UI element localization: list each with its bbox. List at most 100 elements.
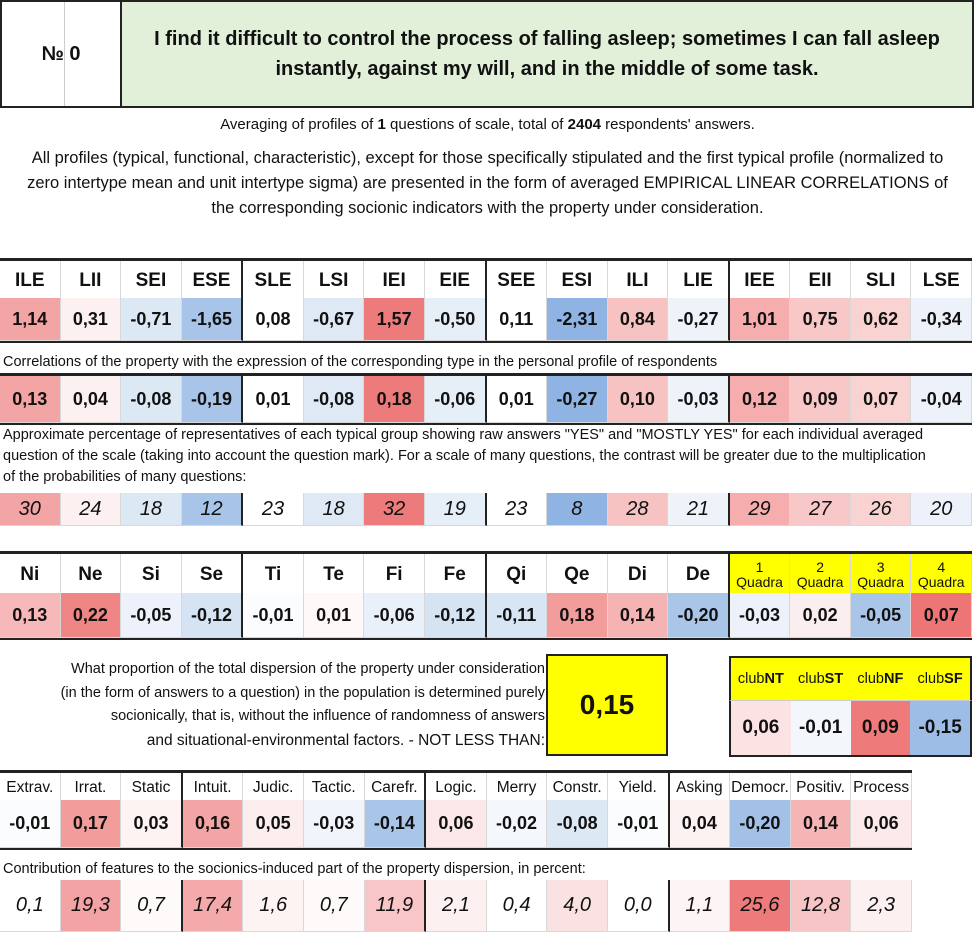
summary-questions: 1 [377, 116, 386, 133]
feature-header-5: Tactic. [303, 773, 365, 803]
type-header-11: LIE [668, 261, 730, 301]
function-value-5: 0,01 [303, 593, 365, 638]
feature-contrib-4: 1,6 [243, 880, 304, 932]
features-value-row: -0,01 0,17 0,03 0,16 0,05 -0,03 -0,14 0,06 -0,02… [0, 800, 912, 850]
question-title-box: I find it difficult to control the proce… [122, 0, 974, 108]
club-name: ST [824, 671, 844, 687]
club-name: NT [764, 671, 784, 687]
types-corr-row: 0,13 0,04 -0,08 -0,19 0,01 -0,08 0,18 -0,06 0,01… [0, 373, 972, 425]
features-contrib-row: 0,1 19,3 0,7 17,4 1,6 0,7 11,9 2,1 0,4 4,0 0,0 1,1 2… [0, 880, 912, 932]
feature-header-0: Extrav. [0, 773, 61, 803]
feature-contrib-2: 0,7 [121, 880, 183, 932]
feature-value-7: 0,06 [426, 800, 487, 848]
type-profile-value-9: -2,31 [547, 298, 608, 341]
feature-value-9: -0,08 [547, 800, 608, 848]
function-header-5: Te [303, 554, 365, 596]
types-pct-row: 30 24 18 12 23 18 32 19 23 8 28 21 29 27 26 20 [0, 493, 972, 526]
type-profile-value-12: 1,01 [729, 298, 791, 341]
type-header-13: EII [790, 261, 851, 301]
quadra-number: 3 [876, 558, 885, 575]
quadra-number: 2 [816, 558, 824, 575]
type-pct-value-13: 27 [790, 493, 851, 526]
type-corr-value-15: -0,04 [911, 376, 972, 423]
type-profile-value-8: 0,11 [486, 298, 548, 341]
function-header-9: Qe [547, 554, 608, 596]
type-profile-value-5: -0,67 [303, 298, 365, 341]
club-header-0: club NT [731, 658, 791, 700]
question-title: I find it difficult to control the proce… [154, 28, 940, 80]
type-profile-value-14: 0,62 [850, 298, 912, 341]
type-header-1: LII [60, 261, 122, 301]
contrib-note: Contribution of features to the socionic… [3, 861, 586, 877]
feature-value-5: -0,03 [303, 800, 365, 848]
feature-header-10: Yield. [607, 773, 670, 803]
feature-value-0: -0,01 [0, 800, 61, 848]
club-header-3: club SF [910, 658, 970, 700]
quadra-header-1: 2 Quadra [790, 554, 851, 596]
feature-contrib-11: 1,1 [669, 880, 731, 932]
club-name: NF [884, 671, 904, 687]
type-corr-value-9: -0,27 [547, 376, 608, 423]
club-value-2: 0,09 [850, 701, 911, 755]
type-corr-value-0: 0,13 [0, 376, 61, 423]
club-prefix: club [798, 671, 825, 687]
type-corr-value-3: -0,19 [181, 376, 244, 423]
feature-value-11: 0,04 [669, 800, 731, 848]
type-pct-value-10: 28 [607, 493, 669, 526]
quadra-label: Quadra [736, 573, 783, 590]
quadra-header-0: 1 Quadra [729, 554, 791, 596]
function-header-1: Ne [60, 554, 122, 596]
club-header-2: club NF [851, 658, 911, 700]
feature-contrib-5: 0,7 [303, 880, 365, 932]
feature-contrib-1: 19,3 [60, 880, 122, 932]
quadra-value-1: 0,02 [790, 593, 851, 638]
clubs-header: club NT club ST club NF club SF [729, 656, 972, 700]
pct-note: Approximate percentage of representative… [3, 427, 926, 485]
function-header-4: Ti [243, 554, 304, 596]
proportion-value: 0,15 [546, 654, 668, 756]
feature-contrib-8: 0,4 [486, 880, 548, 932]
features-header-row: Extrav. Irrat. Static Intuit. Judic. Tactic. C… [0, 770, 912, 803]
type-corr-value-4: 0,01 [243, 376, 304, 423]
feature-header-4: Judic. [243, 773, 304, 803]
feature-contrib-7: 2,1 [426, 880, 487, 932]
feature-value-4: 0,05 [243, 800, 304, 848]
number-divider [64, 2, 65, 106]
club-prefix: club [737, 671, 765, 687]
corr-note: Correlations of the property with the ex… [3, 354, 718, 370]
type-corr-value-1: 0,04 [60, 376, 122, 423]
type-corr-value-2: -0,08 [121, 376, 182, 423]
feature-contrib-0: 0,1 [0, 880, 61, 932]
type-header-7: EIE [424, 261, 487, 301]
functions-value-row: 0,13 0,22 -0,05 -0,12 -0,01 0,01 -0,06 -0,12 -0,… [0, 593, 972, 640]
summary-prefix: Averaging of profiles of [220, 116, 378, 133]
feature-header-14: Process [851, 773, 912, 803]
club-value-3: -0,15 [910, 701, 970, 755]
question-number-label: № 0 [41, 42, 81, 65]
function-header-11: De [668, 554, 730, 596]
type-profile-value-0: 1,14 [0, 298, 61, 341]
type-profile-value-4: 0,08 [243, 298, 304, 341]
type-profile-value-10: 0,84 [607, 298, 669, 341]
feature-contrib-3: 17,4 [182, 880, 244, 932]
feature-header-13: Positiv. [790, 773, 852, 803]
type-pct-value-5: 18 [303, 493, 365, 526]
type-pct-value-1: 24 [60, 493, 122, 526]
types-profile-row: 1,14 0,31 -0,71 -1,65 0,08 -0,67 1,57 -0,50 0,11… [0, 298, 972, 343]
type-corr-value-8: 0,01 [486, 376, 548, 423]
function-value-0: 0,13 [0, 593, 61, 638]
quadra-number: 1 [755, 558, 764, 575]
feature-header-12: Democr. [730, 773, 791, 803]
quadra-value-2: -0,05 [850, 593, 912, 638]
quadra-value-0: -0,03 [729, 593, 791, 638]
type-profile-value-1: 0,31 [60, 298, 122, 341]
club-name: SF [944, 671, 963, 687]
club-prefix: club [917, 671, 945, 687]
feature-header-8: Merry [486, 773, 548, 803]
type-header-3: ESE [181, 261, 244, 301]
type-profile-value-6: 1,57 [364, 298, 425, 341]
type-header-6: IEI [364, 261, 425, 301]
type-header-12: IEE [729, 261, 791, 301]
clubs-values: 0,06 -0,01 0,09 -0,15 [729, 700, 972, 757]
feature-header-2: Static [121, 773, 183, 803]
